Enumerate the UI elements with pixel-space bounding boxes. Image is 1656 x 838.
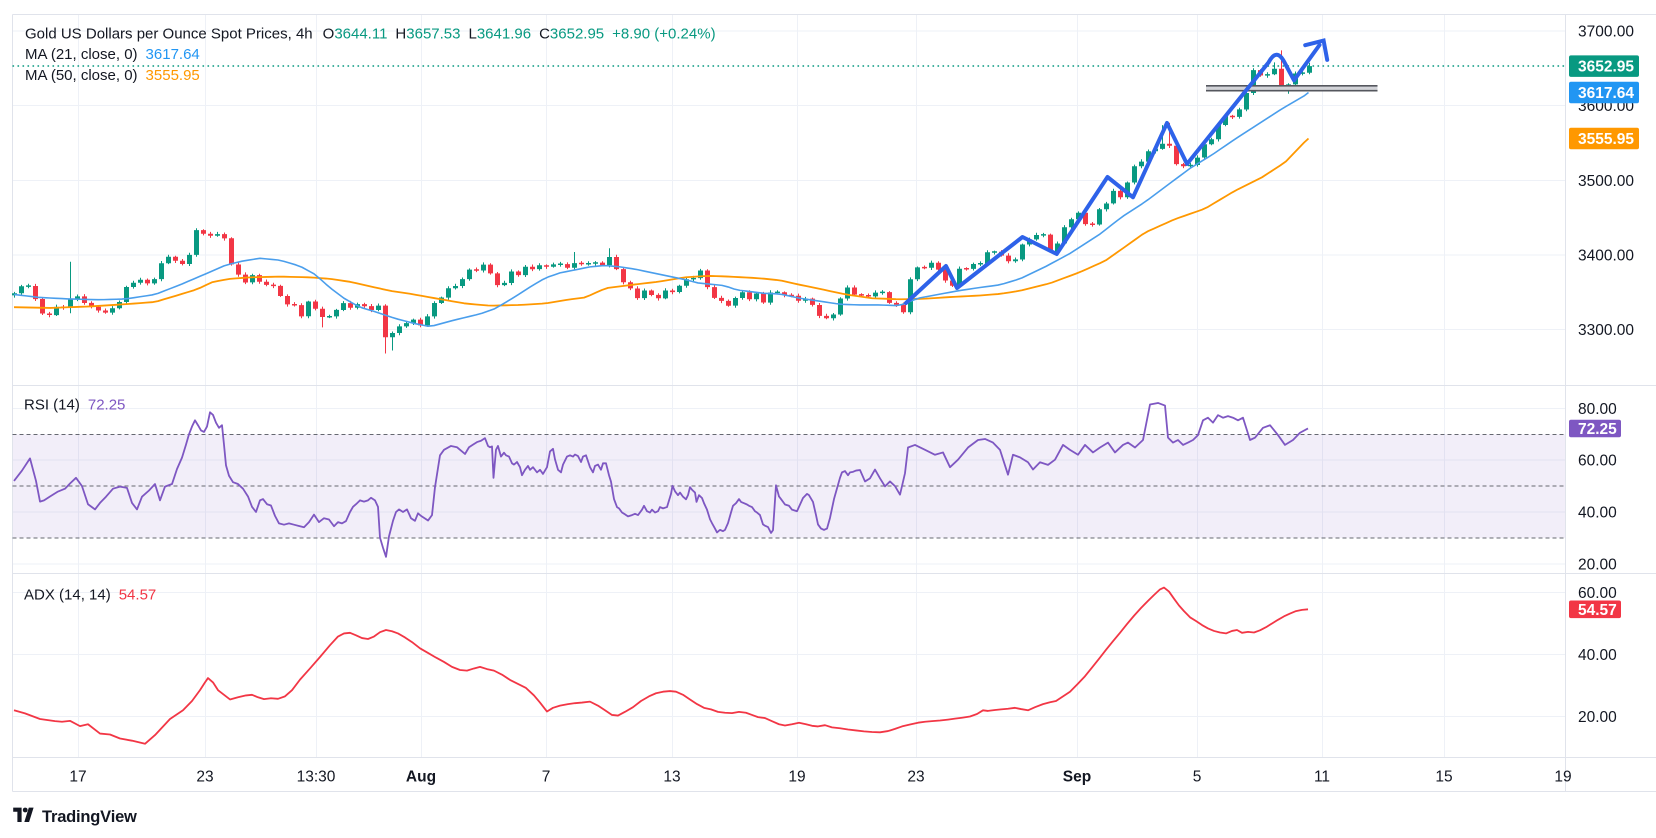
svg-text:40.00: 40.00 [1578, 647, 1617, 664]
svg-text:3555.95: 3555.95 [1578, 131, 1634, 148]
svg-text:17: 17 [69, 769, 86, 786]
svg-text:54.57: 54.57 [1578, 602, 1617, 619]
svg-text:13:30: 13:30 [297, 769, 336, 786]
svg-text:3300.00: 3300.00 [1578, 322, 1634, 339]
svg-text:Aug: Aug [406, 769, 436, 786]
svg-text:72.25: 72.25 [1578, 421, 1617, 438]
svg-text:15: 15 [1435, 769, 1452, 786]
svg-text:11: 11 [1314, 769, 1330, 786]
svg-text:13: 13 [663, 769, 680, 786]
svg-text:20.00: 20.00 [1578, 556, 1617, 573]
svg-text:ADX (14, 14)54.57: ADX (14, 14) 54.57 [24, 587, 156, 604]
svg-text:23: 23 [196, 769, 213, 786]
svg-text:3500.00: 3500.00 [1578, 173, 1634, 190]
svg-text:TradingView: TradingView [42, 808, 137, 826]
svg-text:3400.00: 3400.00 [1578, 247, 1634, 264]
svg-text:7: 7 [542, 769, 551, 786]
svg-text:MA (21, close, 0)3617.64: MA (21, close, 0) 3617.64 [25, 46, 200, 63]
svg-text:19: 19 [1554, 769, 1571, 786]
svg-text:3617.64: 3617.64 [1578, 85, 1634, 102]
svg-text:3652.95: 3652.95 [1578, 59, 1634, 76]
svg-text:40.00: 40.00 [1578, 505, 1617, 522]
svg-text:80.00: 80.00 [1578, 401, 1617, 418]
svg-text:Gold US Dollars per Ounce Spot: Gold US Dollars per Ounce Spot Prices, 4… [25, 26, 716, 43]
svg-text:23: 23 [907, 769, 924, 786]
svg-text:RSI (14)72.25: RSI (14) 72.25 [24, 397, 125, 414]
svg-text:60.00: 60.00 [1578, 585, 1617, 602]
svg-text:19: 19 [788, 769, 805, 786]
svg-text:3700.00: 3700.00 [1578, 24, 1634, 41]
svg-text:Sep: Sep [1063, 769, 1091, 786]
svg-text:60.00: 60.00 [1578, 453, 1617, 470]
svg-text:20.00: 20.00 [1578, 709, 1617, 726]
svg-text:MA (50, close, 0)3555.95: MA (50, close, 0) 3555.95 [25, 67, 200, 84]
svg-text:5: 5 [1193, 769, 1202, 786]
